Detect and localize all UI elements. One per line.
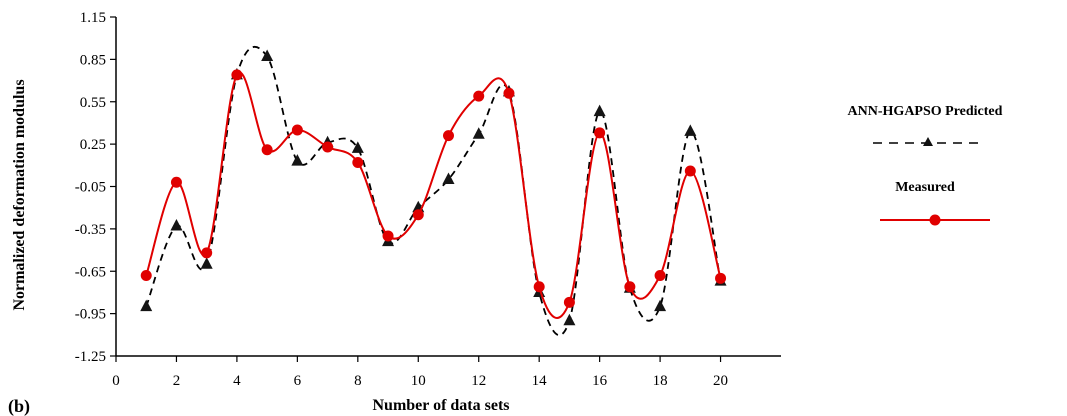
y-tick-label: -0.05 (75, 180, 106, 196)
data-point-triangle (170, 219, 183, 231)
data-point-triangle (351, 141, 364, 153)
x-tick-label: 8 (354, 373, 362, 389)
x-axis-label: Number of data sets (372, 397, 509, 414)
axes (110, 16, 781, 362)
legend-label-measured: Measured (895, 180, 955, 195)
legend-marker-predicted (923, 137, 933, 146)
y-tick-label: 1.15 (80, 10, 106, 26)
data-point-circle (473, 90, 485, 102)
y-tick-label: -0.65 (75, 264, 106, 280)
series-measured (140, 69, 727, 319)
y-axis-label: Normalized deformation modulus (11, 79, 28, 310)
x-tick-label: 4 (233, 373, 241, 389)
x-tick-label: 6 (294, 373, 302, 389)
data-point-circle (594, 127, 606, 139)
data-point-circle (201, 247, 213, 259)
y-tick-label: 0.25 (80, 137, 106, 153)
y-tick-label: 0.55 (80, 95, 106, 111)
data-point-triangle (442, 172, 455, 184)
x-tick-label: 20 (713, 373, 728, 389)
data-point-circle (654, 269, 666, 281)
data-point-circle (684, 165, 696, 177)
data-point-circle (624, 281, 636, 293)
y-tick-label: -1.25 (75, 349, 106, 365)
x-tick-label: 18 (653, 373, 668, 389)
data-point-circle (352, 156, 364, 168)
data-point-triangle (291, 154, 304, 166)
data-point-circle (322, 141, 334, 153)
data-point-triangle (563, 313, 576, 326)
data-point-circle (533, 281, 545, 293)
x-tick-label: 2 (173, 373, 181, 389)
plot-area (140, 46, 727, 336)
data-point-circle (443, 130, 454, 142)
data-point-circle (170, 176, 182, 188)
legend: ANN-HGAPSO Predicted Measured (848, 104, 1003, 226)
data-point-circle (261, 144, 273, 156)
data-point-circle (291, 124, 303, 136)
data-point-circle (715, 272, 727, 284)
data-point-triangle (261, 49, 274, 62)
data-point-circle (382, 230, 394, 242)
data-point-triangle (654, 299, 667, 312)
x-tick-label: 0 (112, 373, 120, 389)
x-tick-label: 14 (532, 373, 548, 389)
y-tick-label: -0.35 (75, 222, 106, 238)
data-point-triangle (684, 124, 697, 136)
x-tick-label: 12 (471, 373, 486, 389)
legend-marker-measured (929, 214, 941, 226)
data-point-triangle (593, 104, 606, 117)
legend-label-predicted: ANN-HGAPSO Predicted (848, 104, 1003, 119)
y-tick-label: -0.95 (75, 307, 106, 323)
y-tick-label: 0.85 (80, 52, 106, 68)
data-point-circle (563, 296, 575, 308)
data-point-circle (231, 69, 243, 81)
data-point-circle (503, 87, 515, 99)
data-point-triangle (472, 127, 485, 139)
data-point-triangle (140, 299, 153, 312)
data-point-circle (140, 269, 152, 281)
panel-label: (b) (8, 396, 30, 416)
data-point-circle (412, 209, 424, 221)
tick-labels: 1.15 0.85 0.55 0.25 -0.05 -0.35 -0.65 -0.95 -1.2… (75, 10, 728, 389)
x-tick-label: 10 (411, 373, 426, 389)
x-tick-label: 16 (592, 373, 608, 389)
data-point-triangle (200, 257, 213, 269)
